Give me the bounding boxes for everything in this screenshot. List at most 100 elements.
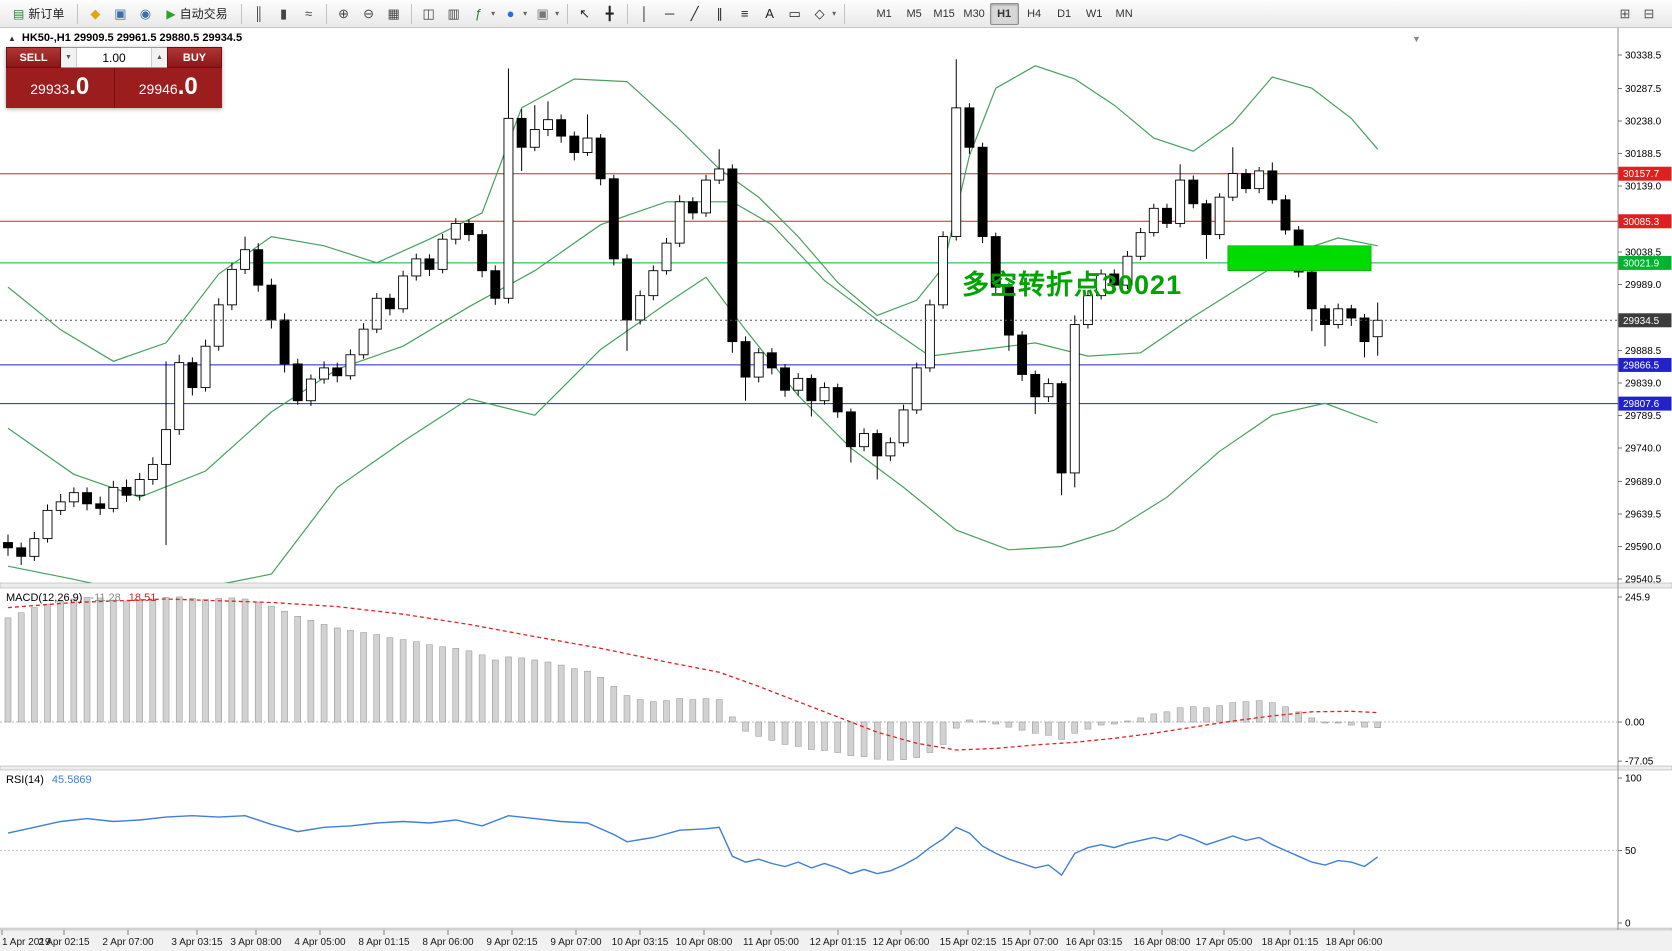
svg-text:9 Apr 02:15: 9 Apr 02:15 — [486, 937, 538, 948]
toolbar-separator — [566, 3, 568, 24]
svg-text:29789.5: 29789.5 — [1625, 411, 1662, 422]
crosshair-icon[interactable]: ╋ — [605, 5, 614, 21]
timeframe-m1[interactable]: M1 — [876, 7, 892, 20]
timeframe-d1[interactable]: D1 — [1057, 7, 1072, 20]
templates-icon[interactable]: ▣ — [536, 5, 549, 21]
vertical-line-icon[interactable]: │ — [640, 6, 649, 21]
auto-trading-button-label: 自动交易 — [179, 7, 228, 21]
rsi-line — [7, 814, 1379, 877]
text-icon[interactable]: A — [765, 6, 774, 21]
profiles-icon[interactable]: ● — [506, 6, 515, 21]
arrange-windows-icon[interactable]: ◫ — [422, 5, 435, 21]
sell-price[interactable]: 29933.0 — [6, 68, 115, 108]
svg-text:2 Apr 02:15: 2 Apr 02:15 — [38, 937, 90, 948]
buy-price[interactable]: 29946.0 — [138, 73, 198, 100]
bar-chart-icon[interactable]: ║ — [254, 6, 264, 21]
metaeditor-icon[interactable]: ◆ — [90, 5, 101, 21]
text-label-icon[interactable]: ▭ — [788, 5, 801, 21]
panel-splitter[interactable] — [0, 582, 1672, 589]
volume-up-icon[interactable]: ▲ — [151, 48, 167, 67]
svg-text:0.00: 0.00 — [1625, 718, 1645, 729]
rsi-panel-bg[interactable] — [0, 770, 1618, 928]
new-window-icon[interactable]: ⊞ — [1619, 5, 1631, 21]
svg-text:245.9: 245.9 — [1625, 593, 1650, 604]
panel-splitter[interactable] — [0, 765, 1672, 771]
buy-button[interactable]: BUY — [167, 47, 222, 68]
svg-text:11 Apr 05:00: 11 Apr 05:00 — [743, 937, 799, 948]
timeframe-m30[interactable]: M30 — [963, 7, 985, 20]
svg-text:17 Apr 05:00: 17 Apr 05:00 — [1196, 937, 1253, 948]
svg-text:30038.5: 30038.5 — [1625, 247, 1662, 258]
profiles-icon-dropdown[interactable]: ▾ — [523, 9, 528, 18]
market-watch-icon[interactable]: ▣ — [114, 5, 127, 21]
svg-text:10 Apr 03:15: 10 Apr 03:15 — [612, 937, 669, 948]
toolbar-separator — [843, 3, 845, 24]
tile-windows-icon[interactable]: ▦ — [387, 5, 400, 21]
price-panel[interactable] — [0, 59, 1618, 594]
sell-button[interactable]: SELL — [6, 47, 61, 68]
cascade-windows-icon[interactable]: ▥ — [447, 5, 460, 21]
svg-text:29689.0: 29689.0 — [1625, 477, 1662, 488]
svg-text:4 Apr 05:00: 4 Apr 05:00 — [294, 937, 346, 948]
timeframe-h1[interactable]: H1 — [989, 2, 1019, 25]
candlestick-chart-icon[interactable]: ▮ — [280, 5, 288, 21]
toolbar-right-group: ⊞ ⊟ — [1613, 2, 1661, 26]
new-order-button[interactable]: ▤ 新订单 — [5, 2, 72, 26]
one-click-toggle-icon[interactable]: ▲ — [8, 33, 16, 43]
navigator-icon[interactable]: ◉ — [139, 5, 152, 21]
svg-text:29639.5: 29639.5 — [1625, 509, 1662, 520]
autoscroll-marker[interactable]: ▼ — [1412, 34, 1421, 44]
timeframe-mn[interactable]: MN — [1115, 7, 1133, 20]
svg-text:8 Apr 01:15: 8 Apr 01:15 — [358, 937, 410, 948]
svg-text:29590.0: 29590.0 — [1625, 542, 1662, 553]
rsi-panel[interactable] — [0, 814, 1618, 877]
panel-splitter[interactable] — [0, 927, 1672, 931]
svg-text:30021.9: 30021.9 — [1623, 258, 1660, 269]
svg-text:29839.0: 29839.0 — [1625, 378, 1662, 389]
channel-icon[interactable]: ∥ — [716, 5, 723, 21]
fibonacci-icon[interactable]: ≡ — [740, 6, 749, 21]
auto-trading-button[interactable]: ▶ 自动交易 — [158, 2, 235, 26]
price-axis[interactable]: 30338.5 30287.5 30238.0 30188.5 30139.0 30038… — [1618, 51, 1672, 930]
time-axis-strip[interactable] — [0, 930, 1672, 951]
symbol-ohlc-text: HK50-,H1 29909.5 29961.5 29880.5 29934.5 — [21, 32, 243, 44]
svg-text:29807.6: 29807.6 — [1623, 399, 1660, 410]
shapes-icon[interactable]: ◇ — [814, 5, 825, 21]
bollinger-upper — [7, 65, 1379, 362]
price-panel-bg[interactable] — [0, 28, 1618, 583]
shapes-icon-dropdown[interactable]: ▾ — [832, 9, 837, 18]
toolbar-separator — [626, 3, 628, 24]
highlight-rectangle[interactable] — [1227, 245, 1372, 272]
timeframe-w1[interactable]: W1 — [1085, 7, 1103, 20]
line-chart-icon[interactable]: ≈ — [305, 6, 313, 21]
svg-text:15 Apr 07:00: 15 Apr 07:00 — [1002, 937, 1059, 948]
trendline-icon[interactable]: ╱ — [690, 5, 699, 21]
svg-text:30188.5: 30188.5 — [1625, 149, 1662, 160]
zoom-out-icon[interactable]: ⊖ — [363, 5, 375, 21]
timeframe-h4[interactable]: H4 — [1027, 7, 1042, 20]
toolbar: ▤ 新订单 ◆ ▣ ◉ ▶ 自动交易 ║ ▮ ≈ ⊕ ⊖ ▦ ◫ ▥ ƒ ▾ ● ▾ ▣ ▾ ↖ ╋ │ ─ ╱ ∥ ≡ A ▭ ◇ ▾ M1 M… — [0, 0, 1672, 28]
volume-dropdown-icon[interactable]: ▼ — [61, 48, 77, 67]
svg-text:30338.5: 30338.5 — [1625, 51, 1662, 62]
zoom-in-icon[interactable]: ⊕ — [338, 5, 350, 21]
indicators-icon-dropdown[interactable]: ▾ — [491, 9, 496, 18]
svg-text:8 Apr 06:00: 8 Apr 06:00 — [422, 937, 474, 948]
volume-input[interactable] — [77, 48, 151, 67]
timeframe-m15[interactable]: M15 — [933, 7, 955, 20]
cursor-icon[interactable]: ↖ — [579, 5, 591, 21]
chart-annotation-text: 多空转折点30021 — [962, 270, 1183, 300]
toolbar-separator — [240, 3, 242, 24]
macd-panel[interactable] — [0, 596, 1618, 761]
macd-panel-label: MACD(12,26,9) -11.28 18.51 — [6, 592, 156, 604]
horizontal-line-icon[interactable]: ─ — [665, 6, 675, 21]
window-list-icon[interactable]: ⊟ — [1643, 5, 1655, 21]
auto-trading-icon: ▶ — [166, 6, 176, 21]
new-order-icon: ▤ — [13, 6, 25, 21]
indicators-icon[interactable]: ƒ — [474, 6, 483, 21]
templates-icon-dropdown[interactable]: ▾ — [555, 9, 560, 18]
svg-text:16 Apr 03:15: 16 Apr 03:15 — [1066, 937, 1123, 948]
rsi-panel-label: RSI(14) 45.5869 — [6, 774, 92, 786]
timeframe-m5[interactable]: M5 — [906, 7, 922, 20]
